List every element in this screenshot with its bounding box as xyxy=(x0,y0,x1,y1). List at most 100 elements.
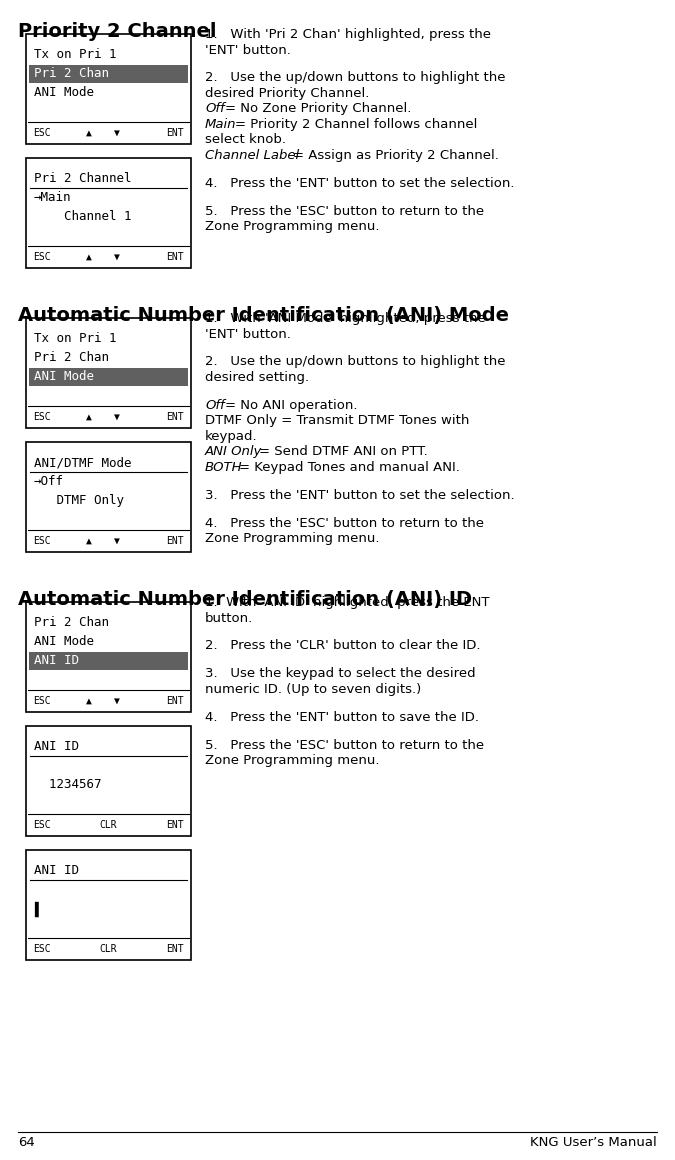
Text: Priority 2 Channel: Priority 2 Channel xyxy=(18,22,217,41)
Bar xyxy=(180,39,183,44)
Text: 64: 64 xyxy=(18,1136,34,1150)
Bar xyxy=(169,730,185,738)
Text: Channel 1: Channel 1 xyxy=(34,210,132,223)
Text: 1.   With 'Pri 2 Chan' highlighted, press the: 1. With 'Pri 2 Chan' highlighted, press … xyxy=(205,28,491,41)
Text: Tx on Pri 1: Tx on Pri 1 xyxy=(34,332,117,345)
Bar xyxy=(185,165,188,167)
Text: 4.   Press the 'ESC' button to return to the: 4. Press the 'ESC' button to return to t… xyxy=(205,516,484,530)
Text: Off: Off xyxy=(205,102,225,115)
Text: ENT: ENT xyxy=(166,412,184,422)
Text: ENT: ENT xyxy=(166,944,184,954)
Text: ANI Mode: ANI Mode xyxy=(34,370,94,383)
Text: ▲: ▲ xyxy=(86,536,92,546)
Bar xyxy=(26,850,191,960)
Text: →Main: →Main xyxy=(34,191,72,204)
Text: 4.   Press the 'ENT' button to set the selection.: 4. Press the 'ENT' button to set the sel… xyxy=(205,176,514,190)
Bar xyxy=(171,164,173,168)
Bar xyxy=(177,448,180,452)
Text: ANI Mode: ANI Mode xyxy=(34,86,94,99)
Bar xyxy=(180,448,183,452)
Text: DTMF Only = Transmit DTMF Tones with: DTMF Only = Transmit DTMF Tones with xyxy=(205,414,469,427)
Bar xyxy=(185,856,188,860)
Text: ANI ID: ANI ID xyxy=(34,740,79,753)
Text: CLR: CLR xyxy=(100,944,117,954)
Text: Pri 2 Chan: Pri 2 Chan xyxy=(34,616,109,629)
Bar xyxy=(29,65,188,84)
Text: select knob.: select knob. xyxy=(205,133,286,146)
Bar xyxy=(177,732,180,737)
Text: CLR: CLR xyxy=(100,820,117,831)
Bar xyxy=(177,324,180,328)
Text: 1234567: 1234567 xyxy=(34,778,101,791)
Text: 3.   Use the keypad to select the desired: 3. Use the keypad to select the desired xyxy=(205,667,476,680)
Bar xyxy=(173,856,176,861)
Text: Zone Programming menu.: Zone Programming menu. xyxy=(205,532,379,545)
Text: ▲: ▲ xyxy=(86,128,92,138)
Bar xyxy=(173,324,176,328)
Text: ANI Only: ANI Only xyxy=(205,445,263,458)
Text: 'ENT' button.: 'ENT' button. xyxy=(205,43,291,57)
Bar xyxy=(26,726,191,836)
Text: ENT: ENT xyxy=(166,128,184,138)
Text: button.: button. xyxy=(205,611,253,624)
Text: desired Priority Channel.: desired Priority Channel. xyxy=(205,87,369,100)
Text: Main: Main xyxy=(205,118,236,131)
Text: 3.   Press the 'ENT' button to set the selection.: 3. Press the 'ENT' button to set the sel… xyxy=(205,488,514,501)
Bar xyxy=(29,652,188,670)
Text: ESC: ESC xyxy=(33,252,51,262)
Bar xyxy=(180,164,183,168)
Bar xyxy=(185,449,188,451)
Text: = No ANI operation.: = No ANI operation. xyxy=(225,399,358,412)
Bar xyxy=(169,162,185,171)
Bar xyxy=(173,448,176,452)
Bar xyxy=(173,39,176,44)
Bar xyxy=(169,322,185,329)
Bar xyxy=(26,34,191,144)
Text: ▲: ▲ xyxy=(86,252,92,262)
Bar xyxy=(180,856,183,861)
Text: Zone Programming menu.: Zone Programming menu. xyxy=(205,754,379,767)
Bar xyxy=(173,608,176,612)
Bar xyxy=(171,448,173,452)
Text: 5.   Press the 'ESC' button to return to the: 5. Press the 'ESC' button to return to t… xyxy=(205,739,484,752)
Text: 1.   With 'ANI Mode' highlighted, press the: 1. With 'ANI Mode' highlighted, press th… xyxy=(205,312,486,325)
Bar xyxy=(26,602,191,712)
Text: ANI ID: ANI ID xyxy=(34,864,79,877)
Text: Pri 2 Channel: Pri 2 Channel xyxy=(34,172,132,184)
Bar xyxy=(169,854,185,862)
Bar xyxy=(177,856,180,861)
Text: ▌: ▌ xyxy=(34,902,41,918)
Text: = Assign as Priority 2 Channel.: = Assign as Priority 2 Channel. xyxy=(293,148,499,162)
Bar xyxy=(185,732,188,735)
Bar xyxy=(26,318,191,428)
Text: = Send DTMF ANI on PTT.: = Send DTMF ANI on PTT. xyxy=(259,445,428,458)
Text: = No Zone Priority Channel.: = No Zone Priority Channel. xyxy=(225,102,411,115)
Text: ESC: ESC xyxy=(33,696,51,706)
Text: Zone Programming menu.: Zone Programming menu. xyxy=(205,220,379,233)
Bar xyxy=(169,445,185,454)
Text: 2.   Use the up/down buttons to highlight the: 2. Use the up/down buttons to highlight … xyxy=(205,72,506,85)
Text: Channel Label: Channel Label xyxy=(205,148,299,162)
Text: ESC: ESC xyxy=(33,536,51,546)
Text: DTMF Only: DTMF Only xyxy=(34,494,124,507)
Text: ENT: ENT xyxy=(166,820,184,831)
Text: ▼: ▼ xyxy=(114,536,119,546)
Bar xyxy=(180,732,183,737)
Text: 2.   Press the 'CLR' button to clear the ID.: 2. Press the 'CLR' button to clear the I… xyxy=(205,639,481,652)
Text: ▼: ▼ xyxy=(114,128,119,138)
Bar xyxy=(171,39,173,44)
Text: BOTH: BOTH xyxy=(205,461,242,473)
Text: ▲: ▲ xyxy=(86,412,92,422)
Text: ▼: ▼ xyxy=(114,252,119,262)
Text: numeric ID. (Up to seven digits.): numeric ID. (Up to seven digits.) xyxy=(205,683,421,696)
Text: ENT: ENT xyxy=(166,696,184,706)
Bar xyxy=(171,856,173,861)
Text: desired setting.: desired setting. xyxy=(205,371,309,384)
Bar xyxy=(26,158,191,268)
Bar xyxy=(26,442,191,552)
Bar xyxy=(173,732,176,737)
Text: ▼: ▼ xyxy=(114,412,119,422)
Text: 1.  With 'ANI ID' highlighted, press the ENT: 1. With 'ANI ID' highlighted, press the … xyxy=(205,596,489,609)
Text: Tx on Pri 1: Tx on Pri 1 xyxy=(34,48,117,61)
Text: ANI ID: ANI ID xyxy=(34,654,79,667)
